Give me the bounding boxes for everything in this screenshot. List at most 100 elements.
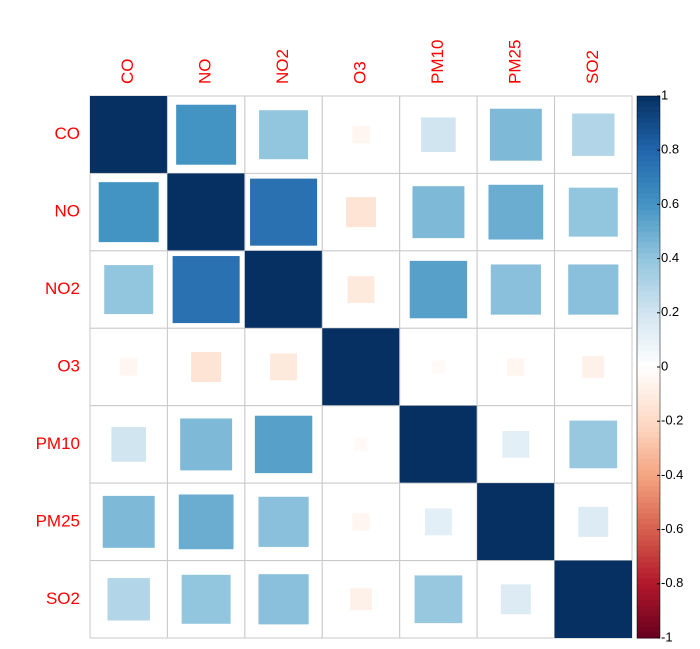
column-label: PM10 [428,40,447,84]
colorbar-segment [637,274,660,281]
colorbar-segment [637,220,660,227]
corr-square [578,506,609,537]
colorbar-segment [637,605,660,612]
colorbar-segment [637,171,660,178]
corr-square [399,405,478,484]
colorbar-segment [637,350,660,357]
colorbar-segment [637,133,660,140]
colorbar-segment [637,410,660,417]
corr-square [258,496,309,547]
column-label: NO2 [273,49,292,84]
corr-square [181,574,231,624]
colorbar-segment [637,486,660,493]
row-label: PM25 [36,511,80,530]
colorbar-segment [637,280,660,287]
colorbar-segment [637,182,660,189]
column-label: CO [118,59,137,85]
colorbar-segment [637,594,660,601]
colorbar-segment [637,475,660,482]
colorbar-segment [637,583,660,590]
row-label: SO2 [46,589,80,608]
colorbar-segment [637,215,660,222]
colorbar-segment [637,415,660,422]
colorbar-tick-label: 0.2 [661,304,679,319]
colorbar-segment [637,453,660,460]
colorbar-tick-label: -1 [661,629,673,644]
colorbar-tick-label: 0.8 [661,142,679,157]
corr-square [172,256,240,324]
column-label: NO [196,59,215,85]
colorbar-segment [637,540,660,547]
colorbar-segment [637,572,660,579]
colorbar-segment [637,236,660,243]
colorbar-segment [637,383,660,390]
colorbar-segment [637,285,660,292]
corr-square [102,495,155,548]
row-label: PM10 [36,434,80,453]
colorbar-segment [637,545,660,552]
colorbar-segment [637,480,660,487]
corr-square [107,578,150,621]
colorbar-segment [637,301,660,308]
corr-square [500,584,531,615]
colorbar-segment [637,356,660,363]
colorbar-segment [637,193,660,200]
colorbar-segment [637,518,660,525]
corr-square [104,265,154,315]
colorbar-segment [637,562,660,569]
corr-square [120,358,138,376]
colorbar-segment [637,226,660,232]
colorbar-segment [637,529,660,536]
colorbar-segment [637,610,660,617]
colorbar-segment [637,497,660,503]
colorbar-segment [637,161,660,167]
colorbar-segment [637,513,660,520]
corr-square [259,110,309,160]
corr-square [490,264,541,315]
colorbar-segment [637,247,660,254]
cell [89,327,168,407]
colorbar-segment [637,421,660,428]
corr-square [191,352,222,382]
corr-square [254,415,313,474]
colorbar-segment [637,204,660,211]
colorbar-segment [637,535,660,541]
colorbar-segment [637,155,660,162]
colorbar-segment [637,209,660,216]
colorbar-segment [637,507,660,514]
colorbar-segment [637,377,660,384]
colorbar-segment [637,231,660,238]
colorbar-tick-label: -0.4 [661,467,683,482]
corr-square [554,560,632,638]
colorbar-segment [637,166,660,173]
colorbar-segment [637,334,660,341]
colorbar-tick-label: -0.8 [661,575,683,590]
corr-square [250,178,318,246]
corr-square [477,483,555,561]
cell [321,482,401,562]
column-label: SO2 [583,50,602,84]
corr-square [167,173,245,251]
row-label: NO [55,202,81,221]
corr-square [354,437,368,452]
corr-square [425,508,452,536]
colorbar-segment [637,388,660,395]
corr-square [409,260,468,319]
colorbar-segment [637,242,660,249]
colorbar-segment [637,437,660,444]
colorbar-segment [637,399,660,406]
corr-square [352,513,370,531]
colorbar-segment [637,123,660,130]
colorbar-segment [637,464,660,471]
colorbar-segment [637,600,660,606]
colorbar-segment [637,578,660,585]
colorbar-segment [637,101,660,108]
colorbar-segment [637,106,660,113]
colorbar-segment [637,426,660,433]
corr-square [347,276,375,303]
row-label: NO2 [45,279,80,298]
colorbar-segment [637,144,660,151]
corr-square [90,96,168,174]
colorbar-segment [637,394,660,401]
